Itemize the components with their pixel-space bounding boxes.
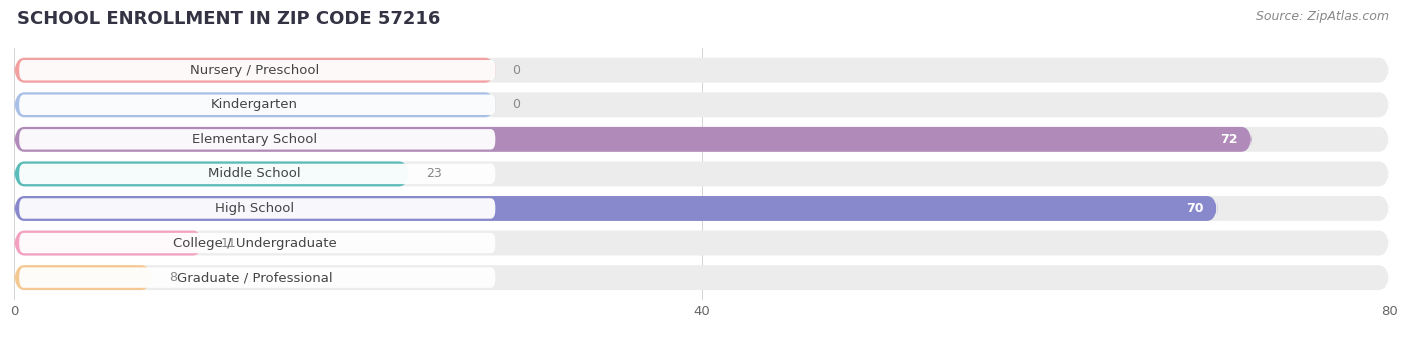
FancyBboxPatch shape (14, 92, 1389, 117)
FancyBboxPatch shape (14, 265, 1389, 290)
Text: Kindergarten: Kindergarten (211, 98, 298, 111)
Text: College / Undergraduate: College / Undergraduate (173, 237, 336, 250)
Text: 70: 70 (1187, 202, 1204, 215)
Text: 72: 72 (1220, 133, 1237, 146)
FancyBboxPatch shape (14, 231, 1389, 255)
FancyBboxPatch shape (14, 127, 1389, 152)
FancyBboxPatch shape (14, 58, 1389, 83)
FancyBboxPatch shape (20, 198, 495, 219)
FancyBboxPatch shape (20, 267, 495, 288)
Text: 8: 8 (169, 271, 177, 284)
FancyBboxPatch shape (14, 231, 202, 255)
FancyBboxPatch shape (14, 196, 1389, 221)
Text: 0: 0 (513, 64, 520, 77)
Text: Middle School: Middle School (208, 167, 301, 180)
FancyBboxPatch shape (14, 162, 1389, 186)
FancyBboxPatch shape (20, 129, 495, 150)
FancyBboxPatch shape (20, 164, 495, 184)
FancyBboxPatch shape (20, 233, 495, 253)
Text: SCHOOL ENROLLMENT IN ZIP CODE 57216: SCHOOL ENROLLMENT IN ZIP CODE 57216 (17, 10, 440, 28)
Text: 23: 23 (426, 167, 443, 180)
FancyBboxPatch shape (14, 92, 495, 117)
Text: High School: High School (215, 202, 294, 215)
FancyBboxPatch shape (14, 127, 1251, 152)
Text: 11: 11 (221, 237, 236, 250)
Text: Nursery / Preschool: Nursery / Preschool (190, 64, 319, 77)
FancyBboxPatch shape (14, 162, 409, 186)
Text: 0: 0 (513, 98, 520, 111)
FancyBboxPatch shape (14, 196, 1218, 221)
Text: Elementary School: Elementary School (193, 133, 318, 146)
FancyBboxPatch shape (20, 60, 495, 80)
FancyBboxPatch shape (14, 265, 152, 290)
FancyBboxPatch shape (14, 58, 495, 83)
FancyBboxPatch shape (20, 94, 495, 115)
Text: Graduate / Professional: Graduate / Professional (177, 271, 332, 284)
Text: Source: ZipAtlas.com: Source: ZipAtlas.com (1256, 10, 1389, 23)
